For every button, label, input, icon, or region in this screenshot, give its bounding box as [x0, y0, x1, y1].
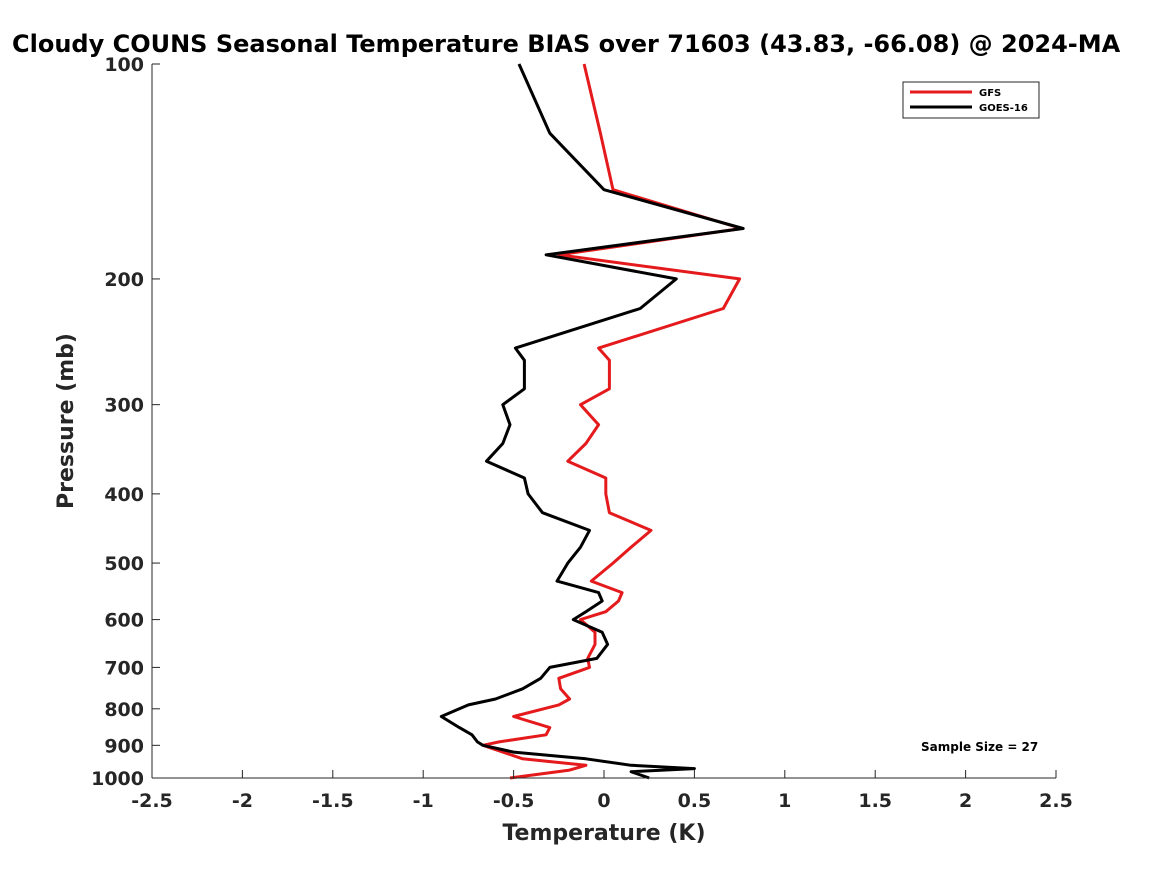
legend-label-gfs: GFS: [979, 88, 1001, 99]
y-tick-label: 200: [104, 269, 144, 291]
x-axis-ticks: -2.5 -2 -1.5 -1 -0.5 0 0.5 1 1.5 2 2.5: [131, 770, 1073, 812]
y-tick-label: 300: [104, 395, 144, 417]
x-tick-label: 2: [959, 790, 972, 812]
legend: GFS GOES-16: [902, 81, 1040, 119]
x-tick-label: 1: [778, 790, 791, 812]
y-tick-label: 600: [104, 610, 144, 632]
x-axis-label: Temperature (K): [502, 821, 705, 846]
y-axis-label: Pressure (mb): [54, 333, 79, 509]
series-line-goes16: [439, 63, 745, 780]
x-tick-label: -1.5: [312, 790, 354, 812]
y-tick-label: 800: [104, 699, 144, 721]
series-layer: [439, 63, 745, 780]
y-tick-label: 700: [104, 657, 144, 679]
y-tick-label: 900: [104, 735, 144, 757]
legend-box: [902, 81, 1040, 119]
x-tick-label: 0: [597, 790, 610, 812]
y-tick-label: 400: [104, 484, 144, 506]
x-tick-label: -2: [232, 790, 253, 812]
chart-title: Cloudy COUNS Seasonal Temperature BIAS o…: [12, 30, 1121, 58]
x-tick-label: -0.5: [493, 790, 535, 812]
x-tick-label: 0.5: [678, 790, 712, 812]
y-tick-label: 500: [104, 553, 144, 575]
x-tick-label: 1.5: [858, 790, 892, 812]
series-line-gfs: [481, 63, 743, 780]
x-tick-label: -2.5: [131, 790, 173, 812]
y-tick-label: 1000: [91, 768, 144, 790]
y-tick-label: 100: [104, 54, 144, 76]
y-axis-ticks: 100 200 300 400 500 600 700 800 900 1000: [91, 54, 160, 790]
sample-size-annotation: Sample Size = 27: [921, 740, 1038, 754]
x-tick-label: -1: [413, 790, 434, 812]
x-tick-label: 2.5: [1039, 790, 1073, 812]
legend-label-goes16: GOES-16: [979, 103, 1028, 114]
